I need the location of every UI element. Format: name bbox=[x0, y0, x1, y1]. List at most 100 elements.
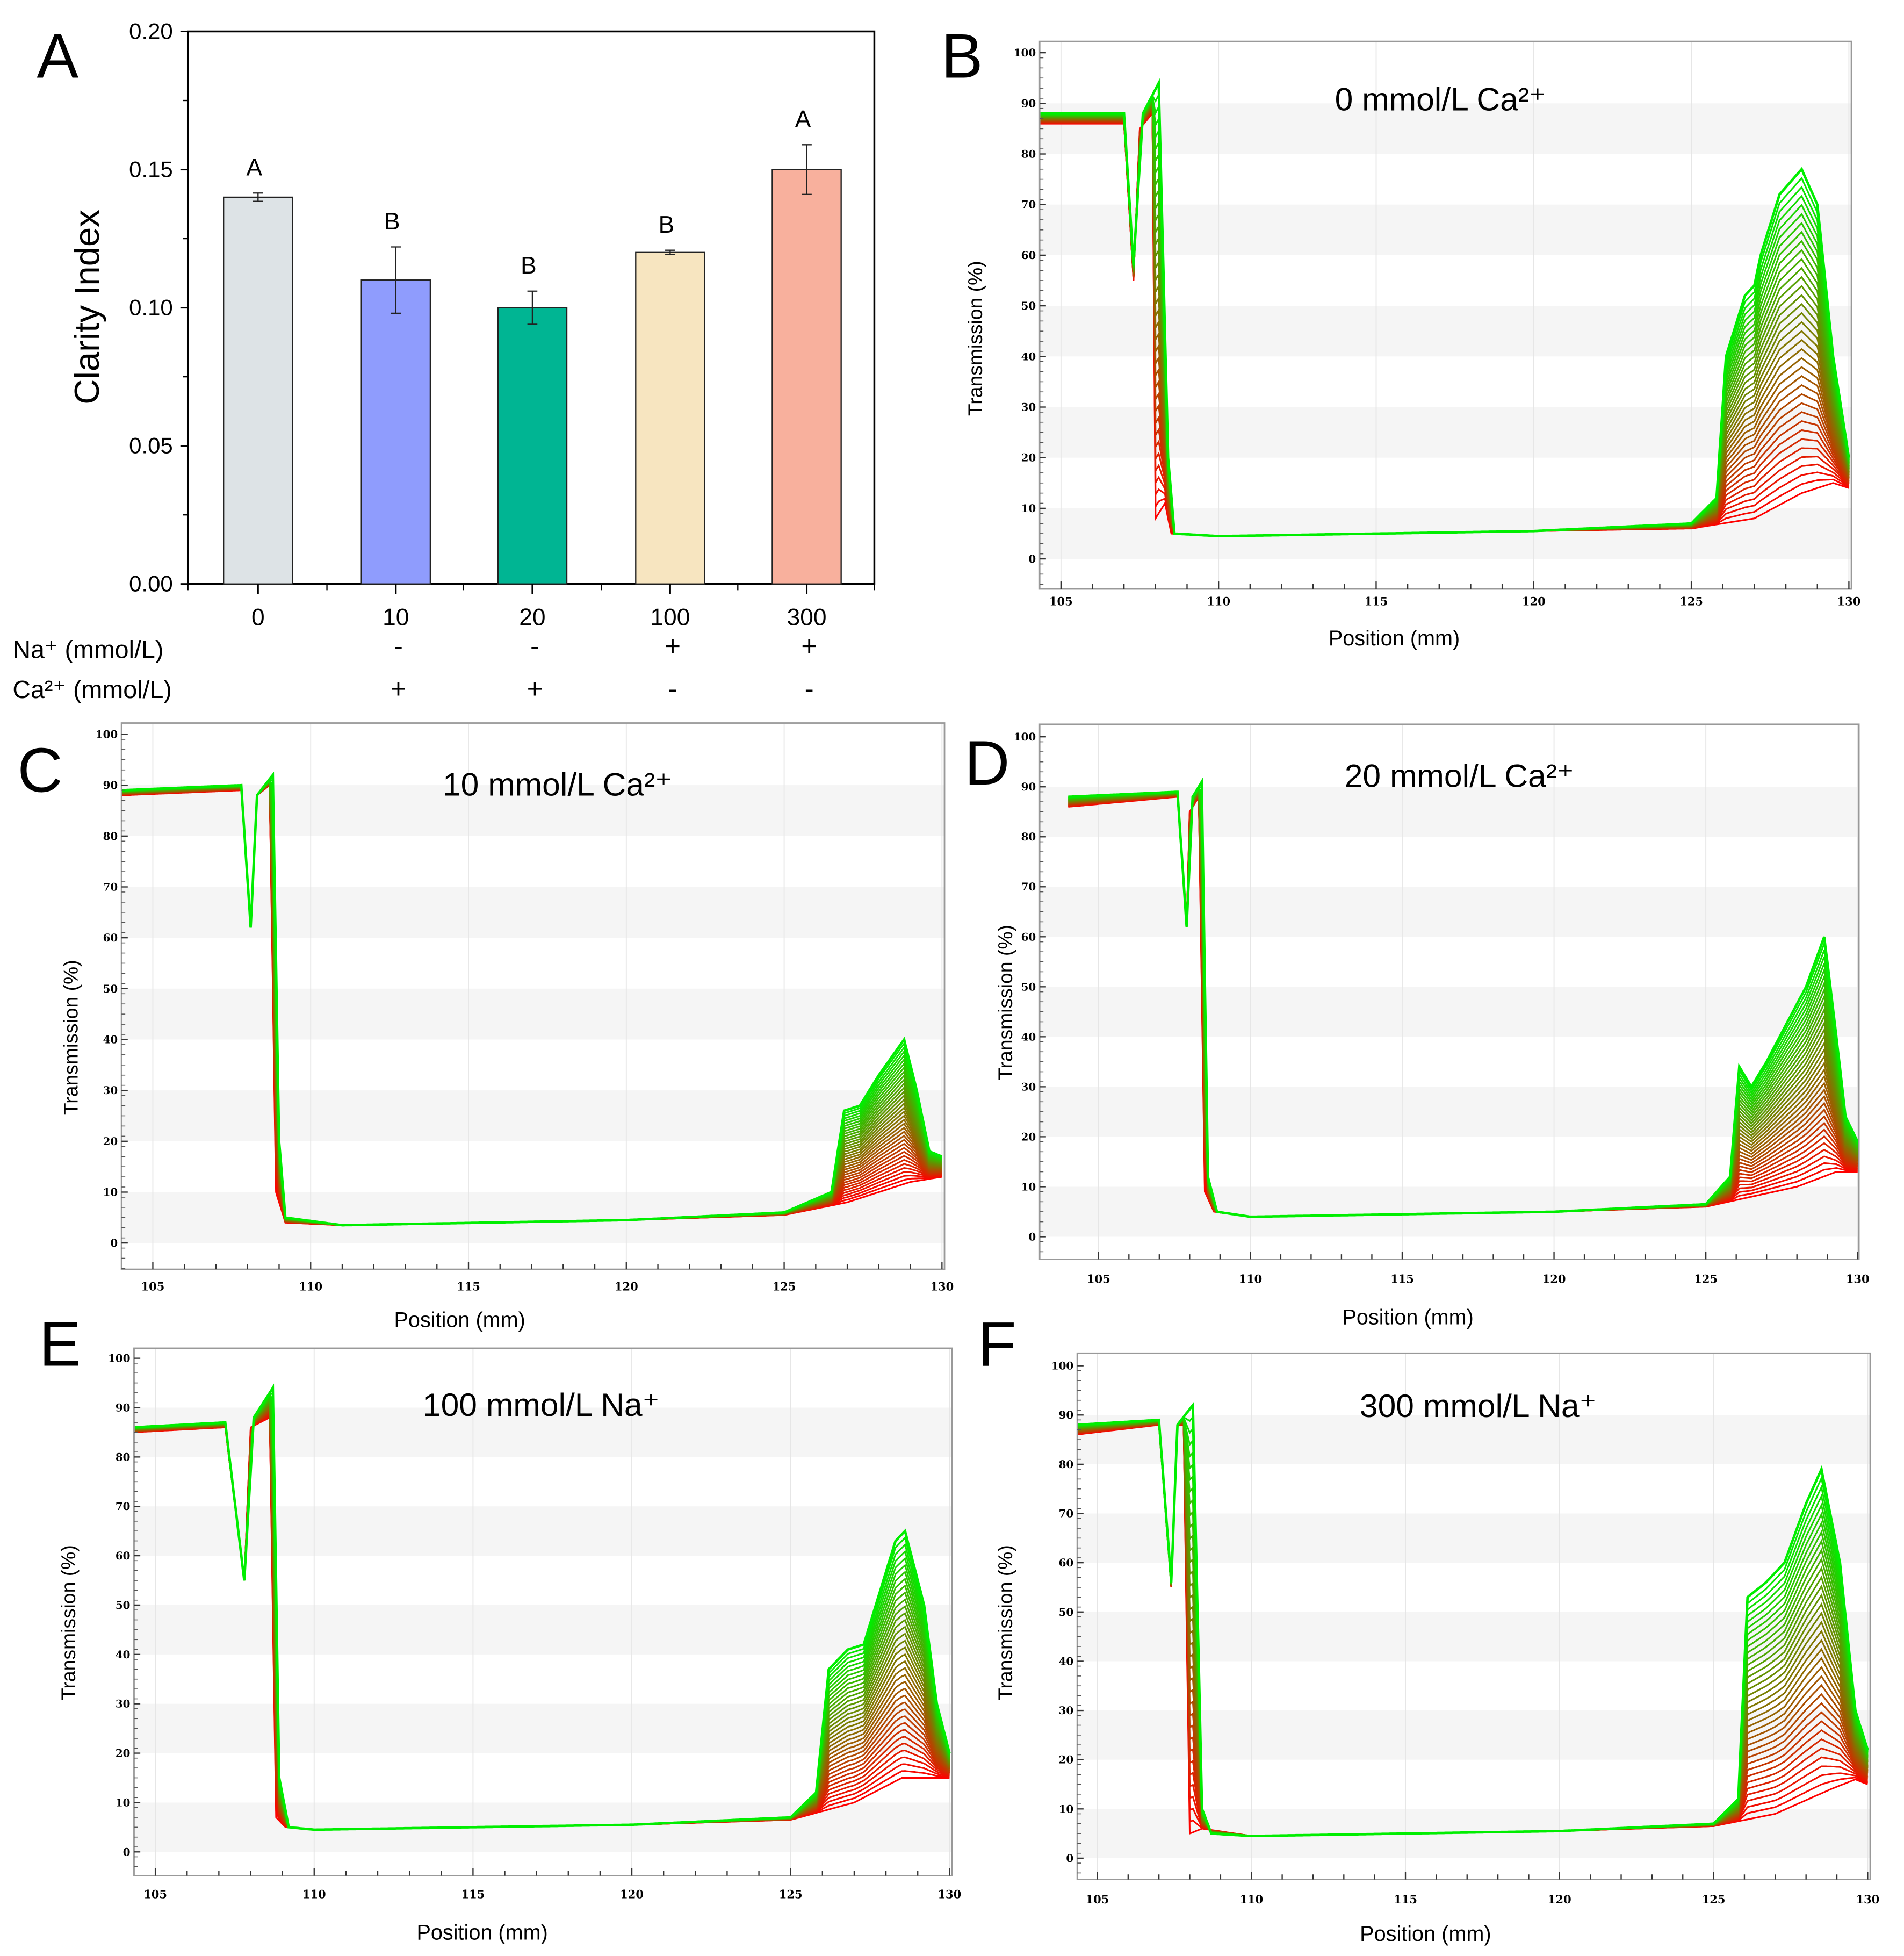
x-tick-label: 300 bbox=[787, 605, 827, 631]
y-axis-label: Transmission (%) bbox=[964, 261, 986, 416]
y-tick-label: 80 bbox=[1021, 148, 1036, 161]
y-axis-label: Transmission (%) bbox=[57, 1545, 80, 1700]
grid-band bbox=[121, 887, 945, 938]
y-tick-label: 50 bbox=[116, 1599, 131, 1612]
x-tick-label: 125 bbox=[773, 1280, 796, 1293]
treatment-row-label: Na⁺ (mmol/L) bbox=[12, 635, 163, 663]
y-tick-label: 0.00 bbox=[129, 571, 173, 596]
y-tick-label: 70 bbox=[1021, 198, 1036, 211]
grid-band bbox=[1040, 1087, 1859, 1137]
grid-band bbox=[134, 1605, 952, 1655]
significance-letter: A bbox=[247, 155, 263, 181]
x-tick-label: 105 bbox=[1086, 1893, 1109, 1906]
y-tick-label: 20 bbox=[1021, 1130, 1036, 1143]
panel-e-transmission-chart: 0 10 20 30 40 50 60 70 80 90 100 105 110 115 120 125 130… bbox=[57, 1347, 961, 1944]
x-tick-label: 115 bbox=[1365, 594, 1388, 608]
transmission-curve bbox=[1077, 1401, 1869, 1837]
grid-band bbox=[1040, 987, 1859, 1037]
y-tick-label: 10 bbox=[1021, 1180, 1036, 1193]
grid-band bbox=[121, 1090, 945, 1141]
treatment-sign: - bbox=[530, 631, 539, 661]
x-tick-label: 115 bbox=[1394, 1893, 1417, 1906]
x-tick-label: 130 bbox=[1856, 1893, 1879, 1906]
plot-frame bbox=[1038, 40, 1852, 590]
panel-a-bar-chart: 0.000.050.100.150.20A0B10-+B20-+B100+-A3… bbox=[12, 18, 876, 704]
bar bbox=[635, 251, 705, 585]
y-tick-label: 0 bbox=[110, 1236, 118, 1249]
treatment-sign: - bbox=[394, 631, 403, 661]
curve-group bbox=[134, 1383, 951, 1831]
panel-title: 0 mmol/L Ca²⁺ bbox=[1335, 81, 1547, 117]
y-tick-label: 80 bbox=[103, 830, 118, 843]
panel-letter: C bbox=[18, 735, 63, 806]
x-tick-label: 130 bbox=[1837, 594, 1861, 608]
treatment-sign: - bbox=[668, 673, 677, 704]
y-tick-label: 90 bbox=[103, 779, 118, 792]
x-tick-label: 120 bbox=[1548, 1893, 1571, 1906]
y-tick-label: 30 bbox=[1021, 1080, 1036, 1093]
y-tick-label: 20 bbox=[116, 1747, 131, 1760]
x-tick-label: 115 bbox=[1390, 1272, 1414, 1286]
significance-letter: B bbox=[659, 212, 675, 238]
y-tick-label: 100 bbox=[1014, 46, 1036, 59]
x-tick-label: 125 bbox=[1694, 1272, 1718, 1286]
curve-group bbox=[1040, 78, 1850, 537]
x-tick-label: 125 bbox=[1679, 594, 1703, 608]
y-tick-label: 80 bbox=[1021, 830, 1036, 843]
x-tick-label: 130 bbox=[1846, 1272, 1870, 1286]
grid-band bbox=[1040, 887, 1859, 937]
curve-group bbox=[121, 771, 943, 1227]
y-tick-label: 40 bbox=[103, 1033, 118, 1046]
panel-labels: A B C D E F bbox=[18, 21, 1016, 1379]
y-tick-label: 100 bbox=[1051, 1360, 1073, 1372]
y-tick-label: 20 bbox=[1021, 451, 1036, 464]
y-tick-label: 30 bbox=[1021, 400, 1036, 413]
grid-band bbox=[134, 1506, 952, 1556]
x-tick-label: 110 bbox=[1239, 1893, 1263, 1906]
x-tick-label: 125 bbox=[779, 1888, 803, 1901]
x-tick-label: 105 bbox=[1049, 594, 1073, 608]
bar bbox=[771, 169, 842, 585]
y-tick-label: 60 bbox=[1021, 249, 1036, 262]
x-tick-label: 100 bbox=[650, 605, 690, 631]
y-tick-label: 50 bbox=[1021, 980, 1036, 993]
y-tick-label: 100 bbox=[108, 1352, 130, 1365]
x-tick-label: 125 bbox=[1702, 1893, 1726, 1906]
y-tick-label: 50 bbox=[103, 982, 118, 995]
y-tick-label: 0.10 bbox=[129, 295, 173, 320]
x-tick-label: 120 bbox=[620, 1888, 644, 1901]
y-tick-label: 0 bbox=[1028, 1230, 1036, 1243]
curve-group bbox=[1077, 1401, 1869, 1837]
transmission-curve bbox=[1068, 777, 1859, 1218]
y-tick-label: 40 bbox=[116, 1648, 131, 1661]
y-tick-label: 60 bbox=[116, 1549, 131, 1562]
panel-letter: E bbox=[39, 1309, 81, 1379]
x-tick-label: 120 bbox=[1542, 1272, 1566, 1286]
y-tick-label: 40 bbox=[1059, 1655, 1074, 1667]
x-tick-label: 110 bbox=[299, 1280, 322, 1293]
y-tick-label: 50 bbox=[1059, 1606, 1074, 1619]
y-tick-label: 80 bbox=[116, 1450, 131, 1463]
y-tick-label: 100 bbox=[1014, 730, 1036, 743]
y-axis-label: Transmission (%) bbox=[60, 960, 82, 1115]
bar bbox=[360, 279, 431, 585]
x-tick-label: 110 bbox=[1207, 594, 1230, 608]
y-tick-label: 80 bbox=[1059, 1458, 1074, 1471]
x-tick-label: 120 bbox=[1522, 594, 1546, 608]
grid-band bbox=[1040, 407, 1852, 458]
y-tick-label: 0 bbox=[1066, 1852, 1073, 1865]
grid-band bbox=[1077, 1710, 1871, 1760]
x-axis-label: Position (mm) bbox=[1329, 627, 1460, 650]
significance-letter: B bbox=[521, 253, 537, 279]
plot-frame bbox=[120, 722, 946, 1270]
y-tick-label: 60 bbox=[103, 931, 118, 944]
x-tick-label: 130 bbox=[930, 1280, 954, 1293]
treatment-sign: + bbox=[527, 673, 543, 704]
transmission-curve bbox=[121, 771, 943, 1227]
panel-letter: A bbox=[37, 21, 78, 91]
y-tick-label: 0.05 bbox=[129, 433, 173, 458]
plot-frame bbox=[133, 1347, 953, 1876]
y-axis-label: Transmission (%) bbox=[994, 925, 1016, 1080]
y-tick-label: 90 bbox=[1021, 780, 1036, 793]
significance-letter: A bbox=[795, 106, 811, 133]
